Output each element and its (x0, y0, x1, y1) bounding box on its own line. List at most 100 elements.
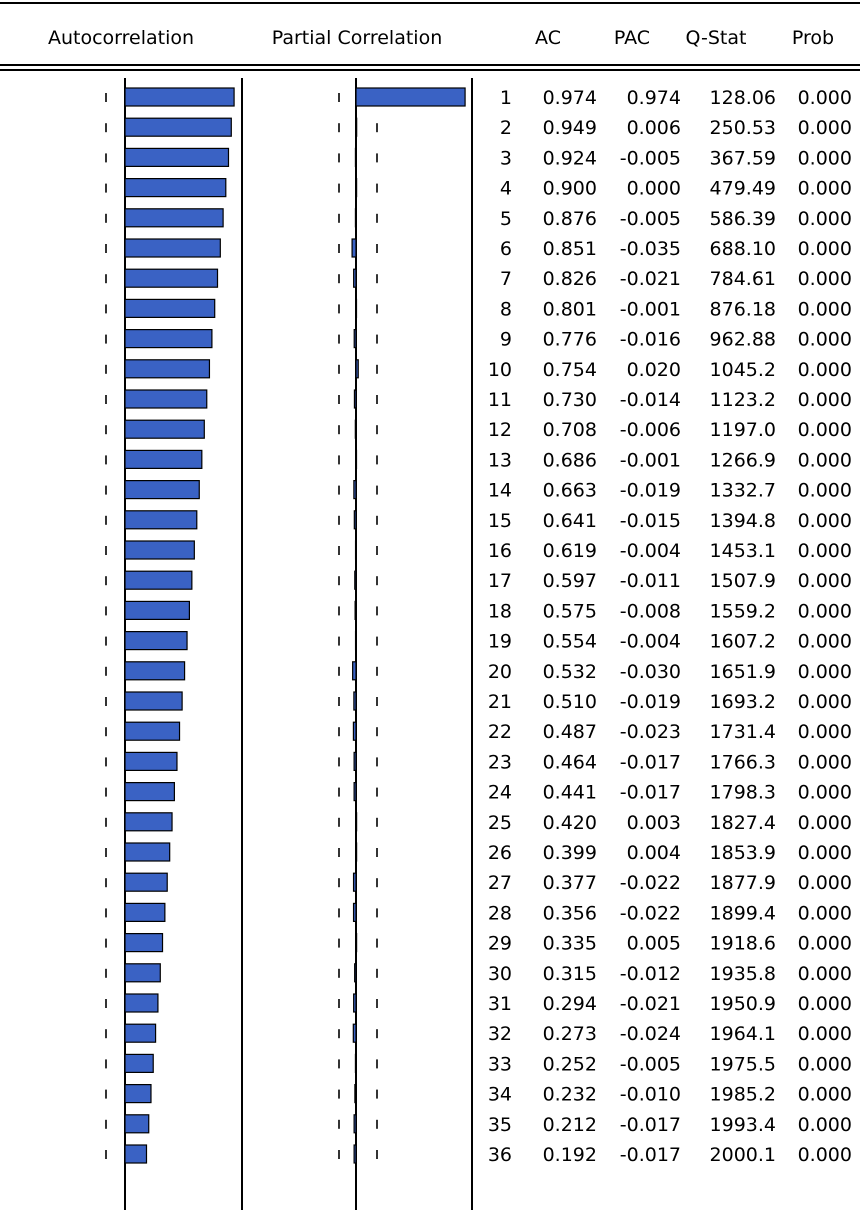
pac-bar (354, 600, 357, 621)
prob-value: 0.000 (798, 1053, 852, 1075)
pac-value: -0.016 (620, 329, 681, 351)
pac-bar (353, 268, 357, 288)
table-row: 26 0.399 0.004 1853.9 0.000 (105, 842, 852, 864)
pac-bar (355, 842, 358, 862)
table-row: 24 0.441 -0.017 1798.3 0.000 (105, 781, 852, 804)
column-headers: Autocorrelation Partial Correlation AC P… (48, 27, 834, 49)
ac-value: 0.464 (543, 751, 597, 773)
pac-value: -0.021 (620, 993, 681, 1015)
ac-value: 0.252 (543, 1053, 597, 1075)
pac-value: -0.014 (620, 389, 681, 411)
prob-value: 0.000 (798, 117, 852, 139)
prob-value: 0.000 (798, 1114, 852, 1136)
prob-value: 0.000 (798, 1084, 852, 1106)
pac-value: -0.021 (620, 268, 681, 290)
table-row: 20 0.532 -0.030 1651.9 0.000 (105, 661, 852, 683)
q-stat-value: 1827.4 (710, 812, 776, 834)
q-stat-value: 1731.4 (710, 721, 776, 743)
table-row: 8 0.801 -0.001 876.18 0.000 (105, 298, 852, 320)
table-row: 15 0.641 -0.015 1394.8 0.000 (105, 510, 852, 532)
q-stat-value: 1853.9 (710, 842, 776, 864)
table-row: 12 0.708 -0.006 1197.0 0.000 (105, 419, 852, 441)
pac-bar (351, 238, 357, 258)
header-autocorrelation: Autocorrelation (48, 27, 194, 49)
prob-value: 0.000 (798, 1023, 852, 1045)
lag-label: 6 (500, 238, 512, 260)
ac-value: 0.851 (543, 238, 597, 260)
lag-label: 19 (488, 631, 512, 653)
prob-value: 0.000 (798, 963, 852, 985)
table-row: 9 0.776 -0.016 962.88 0.000 (105, 329, 852, 351)
ac-value: 0.974 (543, 87, 597, 109)
ac-value: 0.826 (543, 268, 597, 290)
prob-value: 0.000 (798, 268, 852, 290)
ac-bar (124, 661, 186, 681)
table-row: 28 0.356 -0.022 1899.4 0.000 (105, 902, 852, 924)
prob-value: 0.000 (798, 540, 852, 562)
lag-label: 32 (488, 1023, 512, 1045)
table-row: 10 0.754 0.020 1045.2 0.000 (105, 359, 852, 381)
table-row: 1 0.974 0.974 128.06 0.000 (105, 87, 852, 109)
ac-value: 0.487 (543, 721, 597, 743)
ac-value: 0.554 (543, 631, 597, 653)
lag-label: 28 (488, 902, 512, 924)
pac-bar (353, 480, 357, 500)
prob-value: 0.000 (798, 933, 852, 955)
table-row: 31 0.294 -0.021 1950.9 0.000 (105, 993, 852, 1015)
ac-bar (124, 872, 168, 892)
pac-bar (353, 510, 357, 530)
ac-value: 0.399 (543, 842, 597, 864)
pac-value: -0.030 (620, 661, 681, 683)
ac-bar (124, 1023, 157, 1043)
table-row: 23 0.464 -0.017 1766.3 0.000 (105, 751, 852, 773)
pac-value: -0.022 (620, 872, 681, 894)
q-stat-value: 1607.2 (710, 631, 776, 653)
pac-bar (352, 661, 357, 681)
pac-bar (353, 389, 357, 409)
ac-value: 0.232 (543, 1084, 597, 1106)
pac-bar (353, 781, 357, 802)
q-stat-value: 2000.1 (710, 1144, 776, 1166)
table-row: 29 0.335 0.005 1918.6 0.000 (105, 932, 852, 955)
table-row: 3 0.924 -0.005 367.59 0.000 (105, 147, 852, 169)
lag-label: 22 (488, 721, 512, 743)
ac-bar (124, 298, 216, 318)
ac-value: 0.420 (543, 812, 597, 834)
ac-value: 0.575 (543, 600, 597, 622)
pac-value: 0.003 (627, 812, 681, 834)
pac-value: -0.015 (620, 510, 681, 532)
pac-bar (354, 540, 357, 560)
q-stat-value: 1985.2 (710, 1084, 776, 1106)
prob-value: 0.000 (798, 782, 852, 804)
table-row: 35 0.212 -0.017 1993.4 0.000 (105, 1114, 852, 1136)
ac-value: 0.801 (543, 298, 597, 320)
ac-value: 0.900 (543, 178, 597, 200)
pac-bar (354, 147, 357, 167)
ac-value: 0.619 (543, 540, 597, 562)
pac-value: -0.023 (620, 721, 681, 743)
table-row: 25 0.420 0.003 1827.4 0.000 (105, 812, 852, 834)
q-stat-value: 1950.9 (710, 993, 776, 1015)
q-stat-value: 1899.4 (710, 902, 776, 924)
table-row: 14 0.663 -0.019 1332.7 0.000 (105, 480, 852, 502)
lag-label: 13 (488, 449, 512, 471)
ac-bar (124, 932, 164, 953)
ac-bar (124, 389, 208, 409)
header-ac: AC (535, 27, 561, 49)
lag-label: 1 (500, 87, 512, 109)
pac-bar (354, 419, 357, 439)
prob-value: 0.000 (798, 449, 852, 471)
lag-label: 36 (488, 1144, 512, 1166)
table-row: 4 0.900 0.000 479.49 0.000 (105, 178, 852, 200)
pac-bar (353, 751, 357, 772)
lag-label: 17 (488, 570, 512, 592)
prob-value: 0.000 (798, 751, 852, 773)
ac-bar (124, 1114, 150, 1134)
prob-value: 0.000 (798, 419, 852, 441)
pac-value: -0.005 (620, 1053, 681, 1075)
lag-label: 30 (488, 963, 512, 985)
ac-value: 0.192 (543, 1144, 597, 1166)
ac-value: 0.708 (543, 419, 597, 441)
q-stat-value: 784.61 (710, 268, 776, 290)
table-row: 16 0.619 -0.004 1453.1 0.000 (105, 540, 852, 562)
